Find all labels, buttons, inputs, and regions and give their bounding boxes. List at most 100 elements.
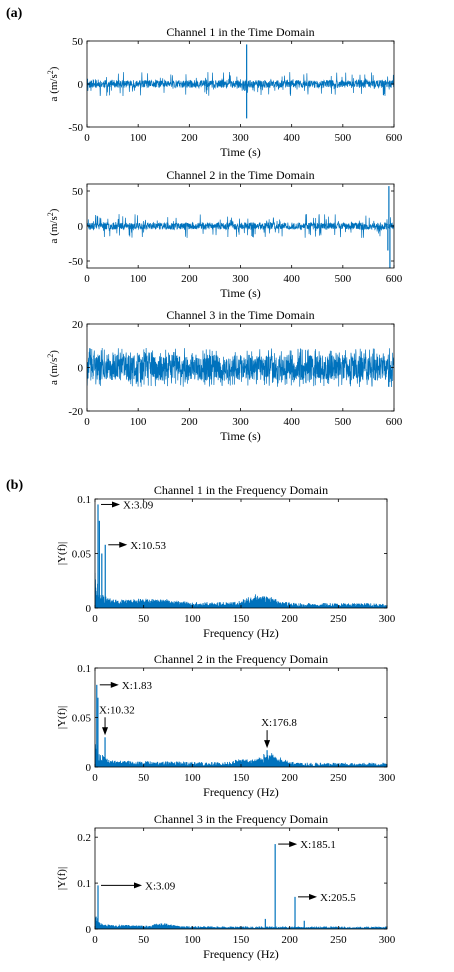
x-tick-label: 200 [281, 613, 298, 625]
y-tick-label: 0.1 [77, 663, 91, 675]
y-axis-label: |Y(f)| [56, 706, 68, 729]
x-tick-label: 150 [233, 934, 250, 946]
x-tick-label: 0 [92, 613, 98, 625]
y-tick-label: 0.2 [77, 832, 91, 844]
data-tip-label: X:185.1 [300, 839, 336, 851]
x-tick-label: 0 [92, 772, 98, 784]
x-tick-label: 200 [181, 132, 198, 144]
x-axis-label: Time (s) [220, 145, 261, 159]
y-tick-label: 0 [86, 762, 92, 774]
chart-title: Channel 3 in the Frequency Domain [154, 812, 328, 826]
x-tick-label: 600 [386, 416, 403, 428]
data-tip: X:10.53 [108, 540, 166, 552]
chart-1: Channel 1 in the Time Domain 0 100 200 300 40… [46, 25, 403, 159]
data-tip-arrowhead [112, 501, 121, 508]
x-tick-label: 100 [130, 273, 147, 285]
signal-group [95, 504, 387, 608]
x-tick-label: 150 [233, 613, 250, 625]
data-tip: X:185.1 [278, 839, 336, 851]
data-tip: X:205.5 [298, 892, 356, 904]
x-tick-label: 100 [184, 772, 201, 784]
y-tick-label: 0 [86, 603, 92, 615]
y-axis-label: a (m/s2) [46, 66, 60, 101]
chart-title: Channel 2 in the Frequency Domain [154, 652, 328, 666]
y-tick-label: 0 [86, 924, 92, 936]
chart-title: Channel 3 in the Time Domain [166, 308, 314, 322]
x-tick-label: 0 [84, 273, 90, 285]
panel-label-a: (a) [6, 6, 23, 21]
y-tick-label: 0 [78, 79, 84, 91]
signal-trace [95, 744, 387, 767]
chart-title: Channel 1 in the Frequency Domain [154, 483, 328, 497]
chart-6: Channel 3 in the Frequency Domain 0 50 100 1… [56, 812, 396, 961]
x-tick-label: 200 [281, 934, 298, 946]
data-tip-label: X:10.53 [130, 540, 166, 552]
x-tick-label: 300 [232, 132, 249, 144]
data-tip-label: X:1.83 [122, 680, 153, 692]
x-tick-label: 400 [283, 416, 300, 428]
chart-title: Channel 1 in the Time Domain [166, 25, 314, 39]
signal-group [87, 186, 394, 268]
signal-trace [95, 572, 387, 608]
x-tick-label: 200 [181, 416, 198, 428]
y-tick-label: 0.05 [72, 713, 92, 725]
x-tick-label: 0 [84, 132, 90, 144]
data-tip-label: X:205.5 [320, 892, 356, 904]
x-axis-label: Time (s) [220, 429, 261, 443]
data-tip-arrowhead [289, 841, 298, 848]
y-tick-label: 50 [72, 36, 84, 48]
x-tick-label: 150 [233, 772, 250, 784]
data-tip: X:10.32 [99, 704, 135, 736]
signal-group [87, 44, 394, 119]
data-tip: X:3.09 [101, 499, 154, 511]
x-tick-label: 100 [130, 416, 147, 428]
data-tip-arrowhead [110, 681, 119, 688]
x-tick-label: 0 [84, 416, 90, 428]
signal-group [95, 684, 387, 767]
x-tick-label: 400 [283, 273, 300, 285]
y-tick-label: 0 [78, 363, 84, 375]
x-tick-label: 100 [184, 934, 201, 946]
data-tip-arrowhead [102, 727, 109, 736]
signal-trace [87, 347, 394, 388]
x-tick-label: 200 [281, 772, 298, 784]
x-axis-label: Frequency (Hz) [203, 785, 279, 799]
x-tick-label: 300 [379, 934, 396, 946]
x-tick-label: 400 [283, 132, 300, 144]
y-tick-label: -50 [68, 256, 83, 268]
data-tip: X:3.09 [101, 880, 176, 892]
x-axis-label: Time (s) [220, 286, 261, 300]
x-tick-label: 50 [138, 934, 150, 946]
signal-group [87, 347, 394, 388]
y-axis-label: |Y(f)| [56, 542, 68, 565]
chart-2: Channel 2 in the Time Domain 0 100 200 300 40… [46, 168, 403, 300]
x-tick-label: 200 [181, 273, 198, 285]
plot-frame [94, 827, 388, 930]
y-tick-label: 0.1 [77, 878, 91, 890]
x-tick-label: 500 [335, 416, 352, 428]
data-tip-arrowhead [119, 541, 128, 548]
data-tip: X:176.8 [261, 717, 297, 749]
plot-frame [94, 498, 388, 609]
data-tip-label: X:3.09 [145, 880, 176, 892]
x-tick-label: 500 [335, 132, 352, 144]
x-tick-label: 600 [386, 132, 403, 144]
data-tip-label: X:176.8 [261, 717, 297, 729]
x-tick-label: 50 [138, 613, 150, 625]
data-tip-label: X:10.32 [99, 704, 135, 716]
x-tick-label: 300 [232, 273, 249, 285]
y-tick-label: -50 [68, 122, 83, 134]
x-tick-label: 300 [379, 772, 396, 784]
x-axis-label: Frequency (Hz) [203, 947, 279, 961]
x-tick-label: 300 [379, 613, 396, 625]
y-tick-label: 50 [72, 186, 84, 198]
x-tick-label: 250 [330, 934, 347, 946]
y-axis-label: a (m/s2) [46, 208, 60, 243]
data-tip-label: X:3.09 [123, 499, 154, 511]
x-tick-label: 0 [92, 934, 98, 946]
data-tip-arrowhead [309, 893, 318, 900]
chart-5: Channel 2 in the Frequency Domain 0 50 100 1… [56, 652, 396, 799]
x-tick-label: 100 [130, 132, 147, 144]
